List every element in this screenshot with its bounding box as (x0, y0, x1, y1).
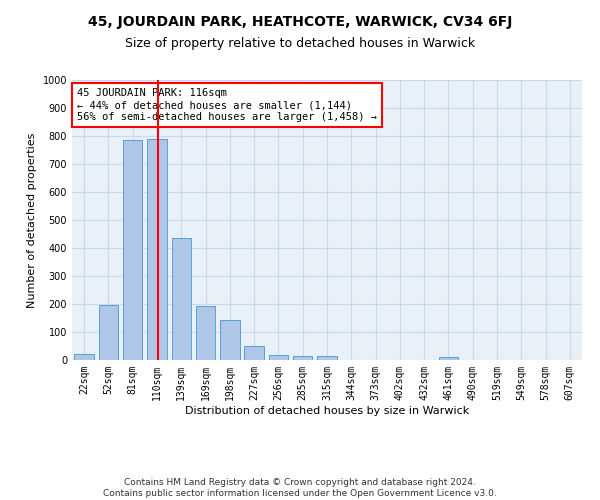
Text: Contains HM Land Registry data © Crown copyright and database right 2024.
Contai: Contains HM Land Registry data © Crown c… (103, 478, 497, 498)
Bar (293, 356, 313, 360)
Bar (269, 355, 288, 360)
Bar (196, 306, 215, 360)
X-axis label: Distribution of detached houses by size in Warwick: Distribution of detached houses by size … (185, 406, 469, 415)
Bar (317, 356, 337, 360)
Text: 45, JOURDAIN PARK, HEATHCOTE, WARWICK, CV34 6FJ: 45, JOURDAIN PARK, HEATHCOTE, WARWICK, C… (88, 15, 512, 29)
Bar (439, 357, 458, 360)
Text: Size of property relative to detached houses in Warwick: Size of property relative to detached ho… (125, 38, 475, 51)
Bar (220, 320, 239, 360)
Bar (123, 140, 142, 360)
Bar (172, 238, 191, 360)
Bar (244, 346, 264, 360)
Bar (99, 305, 118, 360)
Y-axis label: Number of detached properties: Number of detached properties (27, 132, 37, 308)
Bar (74, 354, 94, 360)
Text: 45 JOURDAIN PARK: 116sqm
← 44% of detached houses are smaller (1,144)
56% of sem: 45 JOURDAIN PARK: 116sqm ← 44% of detach… (77, 88, 377, 122)
Bar (147, 139, 167, 360)
